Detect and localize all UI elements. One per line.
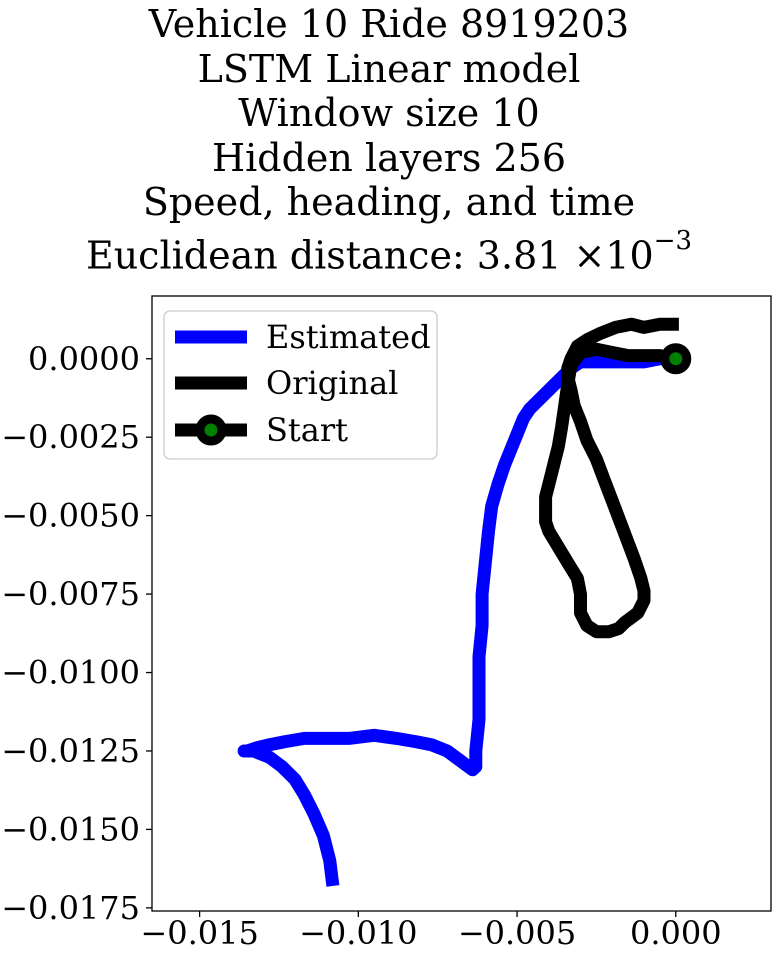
- x-tick-label: −0.010: [299, 914, 417, 952]
- legend-frame: [163, 310, 438, 460]
- legend-label-estimated: Estimated: [266, 318, 431, 356]
- series-line-estimated: [237, 352, 676, 887]
- legend-label-start: Start: [266, 411, 348, 449]
- y-tick-label: −0.0025: [1, 418, 140, 456]
- y-tick-label: −0.0100: [1, 654, 140, 692]
- legend-swatch-start-marker: [195, 414, 227, 446]
- title-metric-times: ×: [573, 233, 606, 278]
- title-line-2: LSTM Linear model: [197, 46, 581, 91]
- x-tick-label: 0.000: [630, 914, 722, 952]
- series-line-original: [539, 317, 679, 639]
- title-metric-base: 10: [605, 233, 654, 278]
- y-tick-label: −0.0150: [1, 810, 140, 848]
- legend: Estimated Original Start: [163, 310, 438, 460]
- series-layer: [237, 317, 679, 887]
- start-marker: [660, 343, 692, 375]
- axes-frame: [151, 295, 772, 912]
- title-metric-line: Euclidean distance: 3.81 ×10−3: [0, 225, 778, 278]
- ticks-layer: −0.015 −0.010 −0.005 0.000 0.0000 −0.0025 −0.0…: [1, 340, 721, 952]
- y-tick-label: −0.0075: [1, 575, 140, 613]
- x-tick-label: −0.005: [458, 914, 576, 952]
- title-line-1: Vehicle 10 Ride 8919203: [148, 2, 630, 46]
- title-line-5: Speed, heading, and time: [142, 180, 636, 225]
- title-metric-prefix: Euclidean distance: 3.81: [85, 233, 562, 278]
- y-tick-label: 0.0000: [28, 340, 140, 378]
- title-metric-exponent: −3: [653, 225, 693, 256]
- x-tick-label: −0.015: [140, 914, 258, 952]
- y-tick-label: −0.0050: [1, 497, 140, 535]
- y-tick-label: −0.0175: [1, 889, 140, 927]
- title-line-3: Window size 10: [238, 91, 540, 136]
- title-line-4: Hidden layers 256: [211, 135, 567, 180]
- chart-title: Vehicle 10 Ride 8919203 LSTM Linear mode…: [0, 2, 778, 278]
- legend-label-original: Original: [266, 364, 398, 402]
- y-tick-label: −0.0125: [1, 732, 140, 770]
